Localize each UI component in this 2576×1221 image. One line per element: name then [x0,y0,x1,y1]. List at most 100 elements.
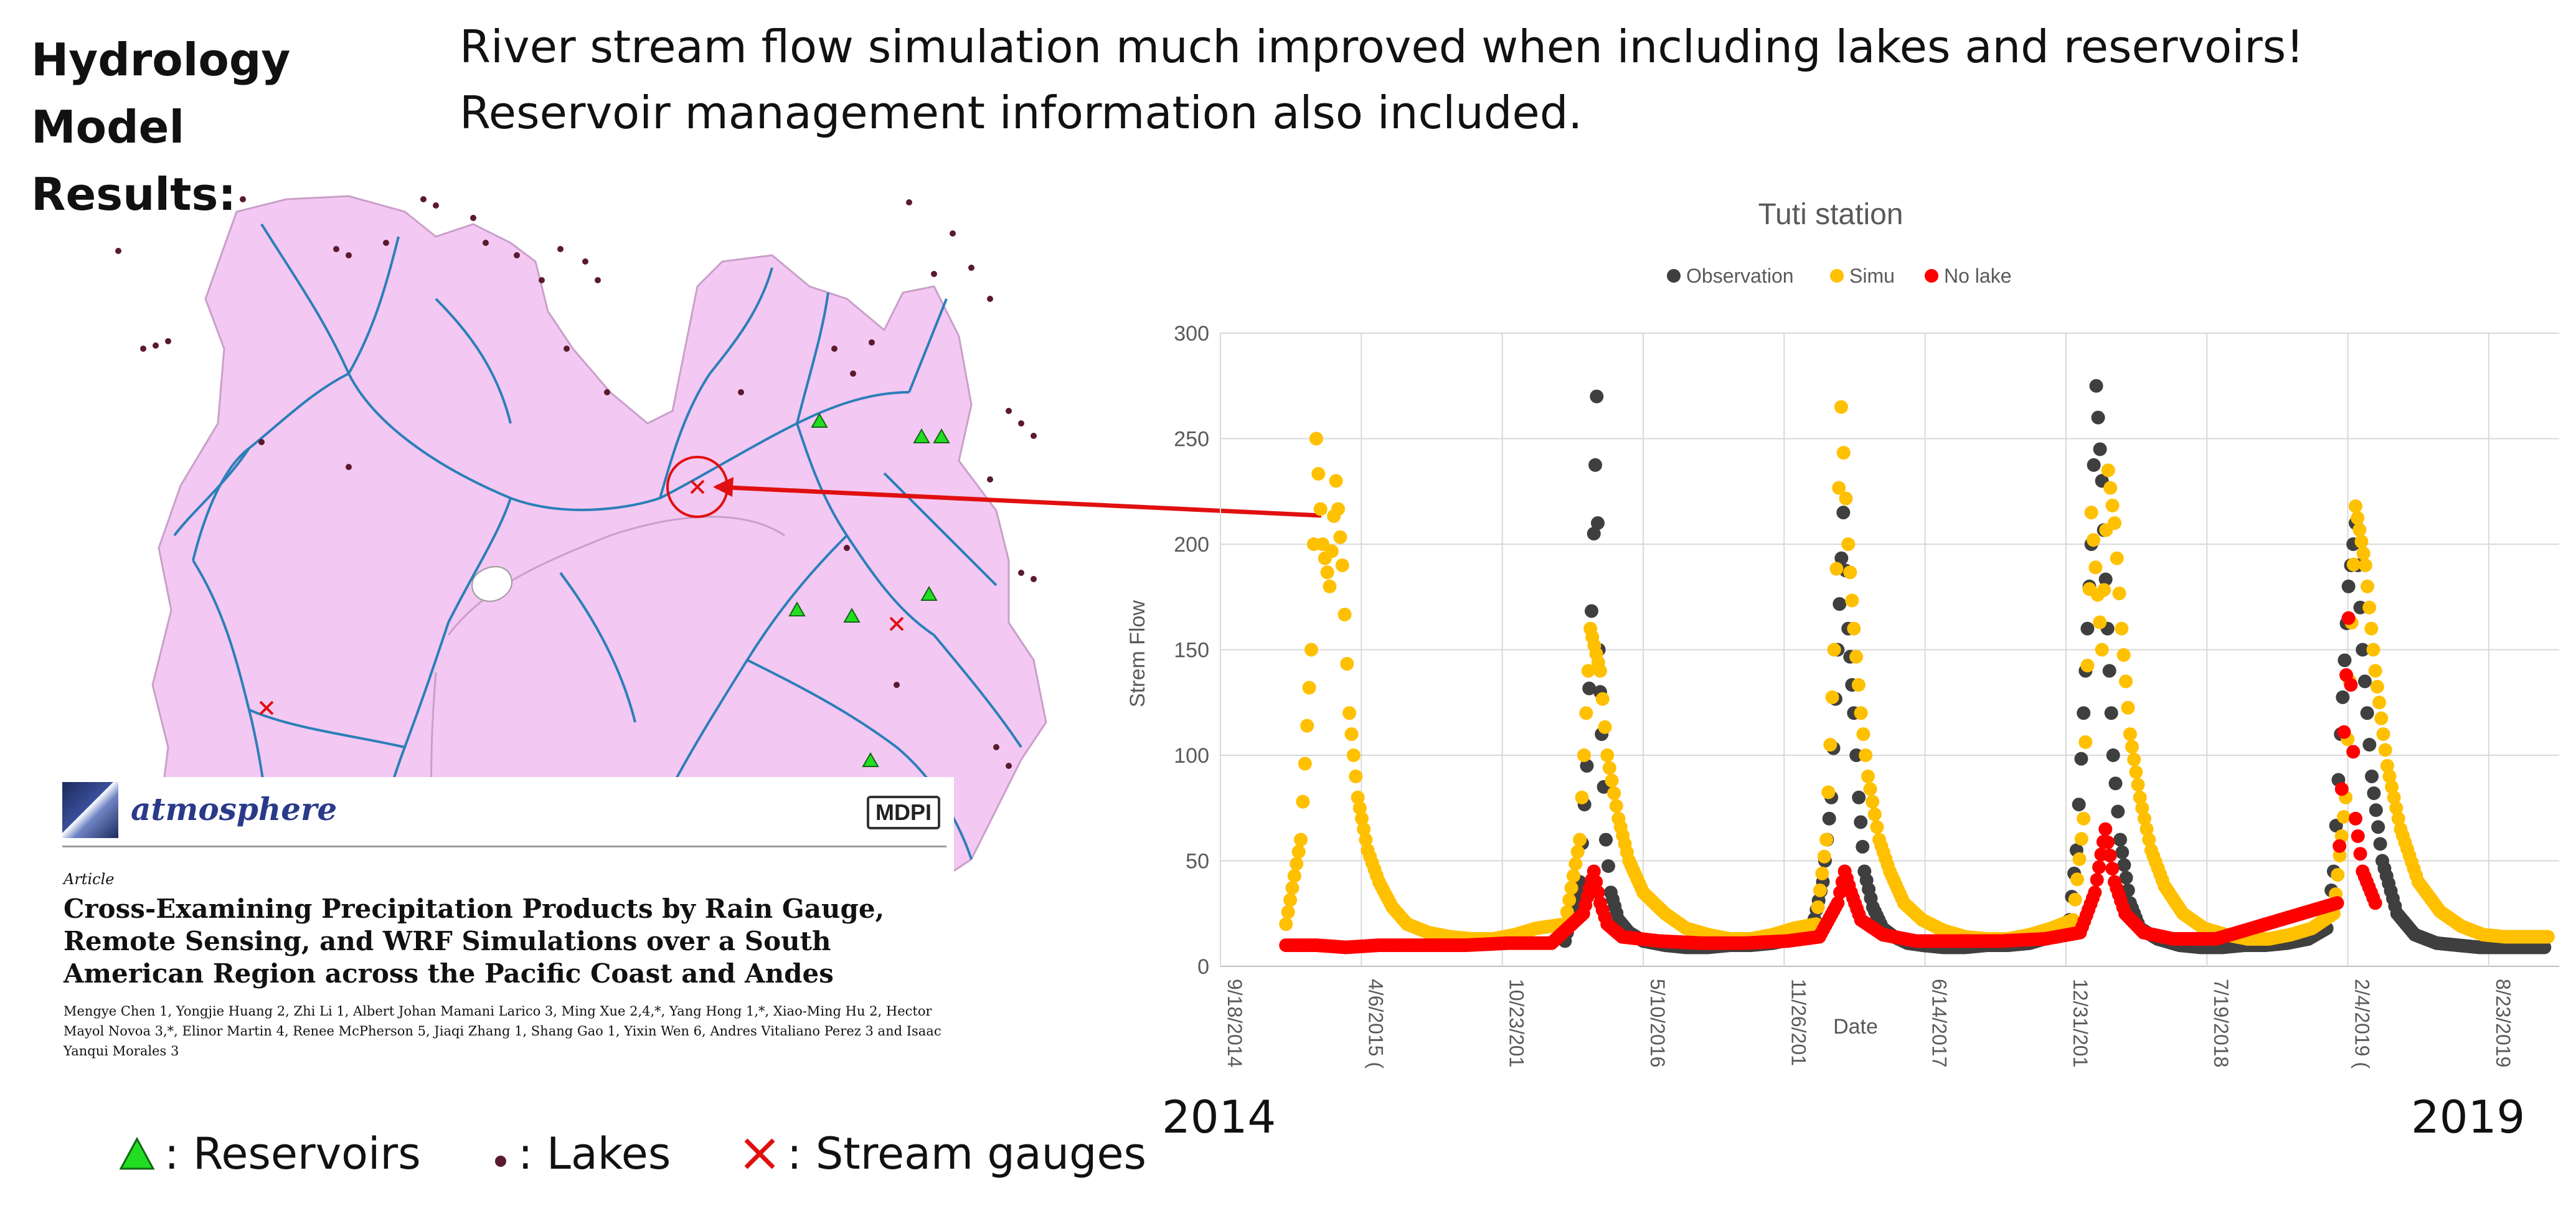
data-point [1587,864,1601,879]
data-point-interp [2110,551,2124,565]
data-point [2537,940,2552,955]
data-point-interp [2068,892,2082,907]
data-point-interp [2362,738,2377,752]
data-point [1819,832,1834,847]
data-point-interp [1582,681,1597,695]
data-point-interp [1811,900,1825,915]
data-point-interp [2333,839,2347,853]
data-point-interp [2121,700,2135,715]
data-point [1309,431,1323,446]
reservoir-triangle-icon [119,1136,155,1170]
data-point-interp [2111,804,2125,819]
y-tick-label: 200 [1174,533,1209,557]
data-point-interp [1813,883,1827,897]
data-point-interp [1866,794,1880,809]
data-point-interp [2354,534,2369,549]
data-point-interp [1349,769,1363,783]
data-point-interp [1346,748,1361,762]
data-point [2541,930,2555,944]
data-point-interp [1863,782,1877,796]
reservoir-markers [788,412,950,767]
data-point [2380,758,2394,773]
data-point-interp [2357,674,2372,689]
data-point-interp [2337,725,2351,739]
data-point-interp [2112,587,2126,601]
data-point-interp [2104,706,2118,720]
data-point-interp [2346,745,2361,759]
data-point-interp [1836,446,1851,460]
y-tick-label: 150 [1174,639,1209,662]
data-point-interp [2373,837,2387,851]
data-point-interp [2353,847,2367,861]
data-point-interp [1589,875,1603,889]
legend-stream-gauges: : Stream gauges [741,1128,1146,1179]
data-point-interp [1569,857,1583,871]
data-point-interp [2387,790,2401,804]
data-point [2088,885,2102,900]
data-point-interp [2087,533,2101,547]
data-point-interp [1607,786,1621,801]
data-point-interp [2351,511,2365,525]
data-point-interp [2370,679,2384,694]
headline: River stream flow simulation much improv… [460,14,2514,146]
data-point [1335,558,1349,572]
data-point-interp [2093,442,2107,456]
data-point [2101,463,2115,478]
data-point-interp [2087,458,2101,472]
tuti-station-chart: Tuti station Observation Simu No lake 0 5… [1126,198,2559,1068]
data-point-interp [1287,869,1301,883]
journal-name: atmosphere [131,791,337,827]
data-point [2095,643,2109,657]
x-tick-label: 4/6/2015 ( [1364,979,1387,1068]
data-point-interp [2376,727,2390,742]
data-point-interp [2362,600,2377,615]
data-point-interp [1854,815,1868,829]
data-point-interp [2331,868,2345,882]
data-point-interp [2074,832,2088,846]
x-tick-label: 9/18/2014 [1224,979,1246,1067]
data-point-interp [1338,608,1352,621]
data-point [1342,706,1357,720]
data-point-interp [2088,560,2103,575]
data-point-interp [2334,782,2349,796]
y-axis-label: Strem Flow [1126,600,1149,707]
data-point-interp [1560,905,1574,919]
series-no-lake [1279,611,2382,955]
data-point [2341,579,2356,593]
data-point [2098,822,2113,836]
data-point-interp [1825,690,1839,704]
chart-points [1279,379,2555,955]
data-point-interp [2119,870,2133,885]
data-point-interp [1605,773,1619,788]
data-point [1323,579,1337,593]
data-point-interp [1815,866,1829,880]
data-point-interp [2391,811,2405,826]
x-tick-label: 7/19/2018 [2210,979,2232,1067]
legend-reservoirs-label: : Reservoirs [164,1128,421,1179]
data-point-interp [1845,593,1859,608]
data-point-interp [2371,820,2385,834]
data-point [1304,643,1318,657]
legend-stream-gauges-label: : Stream gauges [787,1128,1147,1179]
data-point-interp [1595,692,1610,706]
data-point [2106,748,2120,762]
data-point-interp [2090,873,2104,887]
data-point-interp [1283,893,1298,907]
data-point-interp [1601,859,1615,873]
data-point-interp [2378,743,2392,757]
data-point-interp [2367,786,2381,801]
year-label-end: 2019 [2411,1091,2526,1143]
data-point-interp [1296,794,1310,809]
data-point [1831,896,1845,910]
data-point [1590,389,1604,403]
data-point-interp [2116,648,2131,662]
data-point [2368,664,2382,678]
x-tick-label: 12/31/201 [2069,979,2092,1067]
data-point [2368,896,2382,910]
data-point-interp [1352,801,1367,815]
data-point-interp [2333,849,2347,863]
data-point [2348,499,2362,513]
data-point-interp [1609,799,1623,813]
x-tick-label: 5/10/2016 [1646,979,1669,1067]
data-point [2341,611,2356,625]
